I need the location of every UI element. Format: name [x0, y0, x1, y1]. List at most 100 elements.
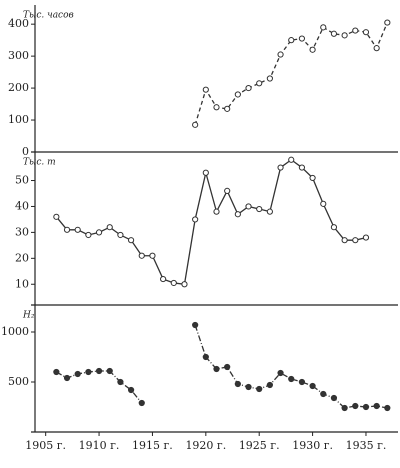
data-point: [224, 363, 231, 371]
data-point: [138, 399, 145, 407]
data-point: [245, 203, 252, 210]
data-point: [202, 169, 209, 176]
y-tick-label: 100: [8, 113, 29, 126]
data-line: [56, 324, 388, 409]
data-point: [224, 105, 231, 112]
data-point: [256, 80, 263, 87]
data-point: [320, 24, 327, 31]
data-point: [85, 231, 92, 239]
data-point: [95, 367, 103, 375]
data-point: [320, 200, 327, 207]
data-point: [298, 164, 306, 171]
data-point: [160, 275, 167, 283]
data-point: [373, 45, 380, 52]
data-point: [245, 383, 252, 391]
data-point: [362, 234, 370, 241]
x-tick-label: 1910 г.: [79, 439, 120, 452]
data-line: [55, 158, 367, 285]
data-point: [85, 368, 92, 376]
data-point: [234, 211, 241, 218]
y-tick-label: 400: [8, 17, 29, 30]
data-point: [362, 29, 370, 36]
data-point: [224, 187, 231, 194]
data-point: [266, 208, 273, 215]
data-point: [95, 229, 103, 236]
data-point: [277, 51, 284, 58]
data-point: [266, 75, 273, 82]
data-point: [298, 35, 306, 42]
data-point: [74, 226, 81, 233]
data-point: [106, 367, 113, 375]
y-axis-label: Н₂: [22, 311, 35, 321]
data-point: [330, 394, 338, 402]
data-point: [384, 404, 391, 412]
data-point: [277, 164, 284, 171]
data-point: [213, 208, 220, 215]
data-point: [330, 224, 338, 231]
data-point: [309, 46, 316, 53]
data-point: [245, 84, 252, 92]
data-point: [202, 86, 209, 93]
y-tick-label: 50: [15, 174, 29, 187]
data-point: [127, 237, 135, 244]
data-point: [288, 375, 295, 383]
data-point: [117, 231, 124, 239]
x-tick-label: 1925 г.: [239, 439, 280, 452]
data-point: [106, 224, 113, 231]
data-point: [341, 237, 348, 244]
data-point: [277, 369, 284, 377]
data-point: [330, 30, 338, 37]
data-point: [352, 27, 359, 34]
y-tick-label: 500: [8, 375, 29, 388]
data-point: [63, 374, 71, 382]
x-tick-label: 1915 г.: [132, 439, 173, 452]
data-point: [213, 365, 220, 373]
data-point: [341, 404, 348, 412]
data-point: [309, 382, 316, 390]
data-point: [181, 281, 188, 288]
data-point: [53, 213, 60, 220]
data-point: [138, 252, 145, 259]
data-point: [320, 390, 327, 398]
data-point: [362, 403, 370, 411]
y-axis-label: Тыс. часов: [23, 11, 74, 21]
data-point: [256, 385, 263, 393]
y-tick-label: 10: [15, 277, 29, 290]
data-point: [288, 156, 295, 163]
y-axis-label: Тыс. т: [23, 158, 56, 168]
data-point: [234, 380, 241, 388]
data-point: [341, 32, 348, 39]
y-tick-label: 1000: [1, 325, 29, 338]
data-point: [352, 237, 359, 244]
data-point: [288, 37, 295, 44]
data-point: [384, 19, 391, 26]
data-point: [309, 174, 316, 182]
data-point: [192, 321, 199, 329]
data-point: [352, 402, 359, 410]
x-tick-label: 1920 г.: [185, 439, 226, 452]
data-point: [74, 370, 81, 378]
y-tick-label: 0: [22, 145, 29, 158]
y-tick-label: 300: [8, 49, 29, 62]
data-point: [373, 402, 380, 410]
data-point: [117, 378, 124, 386]
x-tick-label: 1930 г.: [292, 439, 333, 452]
data-point: [63, 226, 71, 233]
y-tick-label: 30: [15, 225, 29, 238]
data-point: [192, 216, 199, 223]
data-point: [53, 368, 60, 376]
y-tick-label: 40: [15, 199, 29, 212]
data-point: [127, 386, 135, 394]
data-point: [298, 378, 306, 386]
data-point: [256, 205, 263, 213]
data-point: [170, 279, 177, 287]
data-point: [266, 381, 273, 389]
data-point: [192, 121, 199, 128]
x-tick-label: 1905 г.: [25, 439, 66, 452]
data-point: [234, 91, 241, 98]
data-point: [213, 104, 220, 111]
y-tick-label: 20: [15, 251, 29, 264]
data-point: [202, 353, 209, 361]
y-tick-label: 200: [8, 81, 29, 94]
